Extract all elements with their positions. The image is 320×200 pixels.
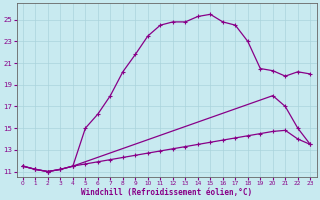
- X-axis label: Windchill (Refroidissement éolien,°C): Windchill (Refroidissement éolien,°C): [81, 188, 252, 197]
